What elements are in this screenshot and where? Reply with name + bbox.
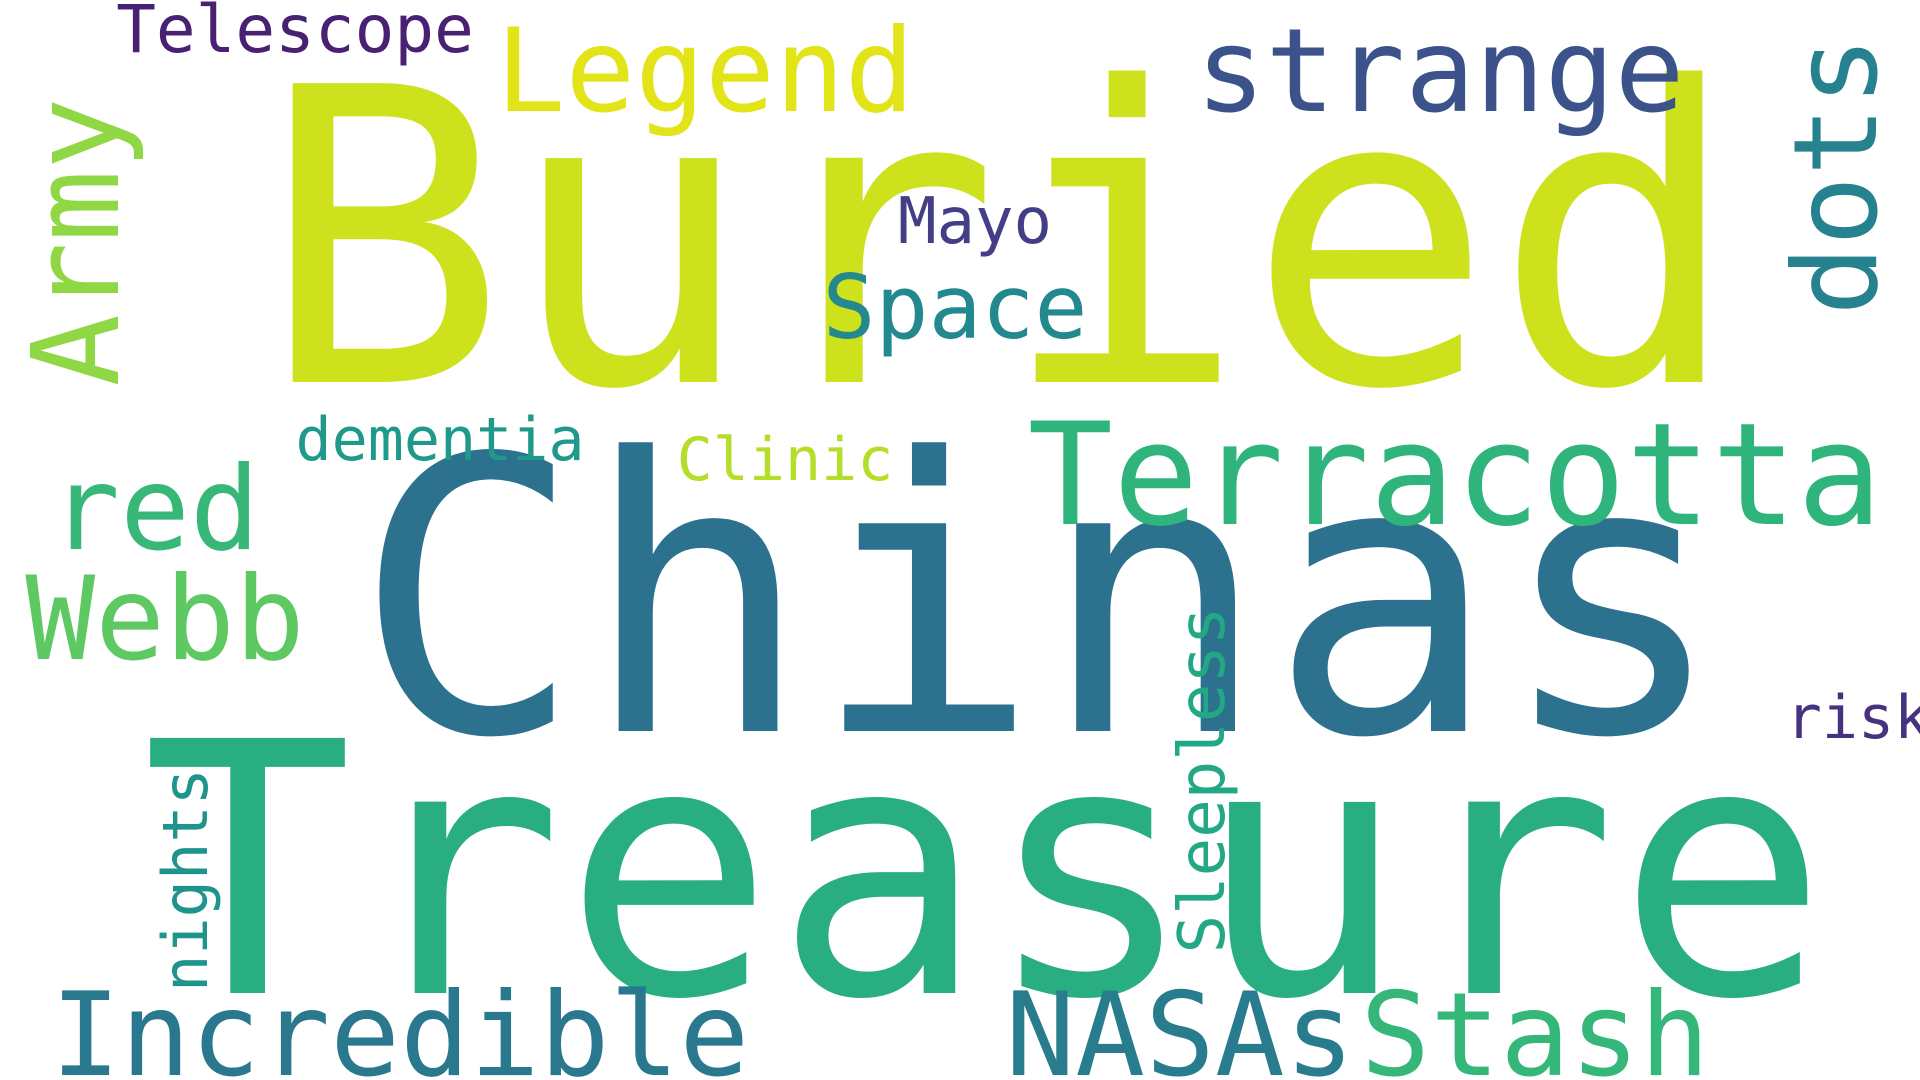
word-mayo: Mayo (897, 185, 1053, 259)
word-incredible: Incredible (50, 968, 750, 1080)
word-telescope: Telescope (116, 0, 474, 68)
word-terracotta: Terracotta (1027, 393, 1883, 558)
word-strange: strange (1195, 4, 1685, 139)
word-legend: Legend (495, 4, 915, 139)
word-sleepless: Sleepless (1166, 606, 1240, 954)
word-nights: nights (149, 768, 222, 992)
word-army: Army (8, 97, 147, 387)
word-space: Space (822, 256, 1088, 359)
word-stash: Stash (1360, 968, 1710, 1080)
word-treasure: Treasure (142, 668, 1828, 1076)
word-risk: risk (1785, 683, 1920, 753)
word-dots: dots (1769, 36, 1904, 316)
word-red: red (50, 442, 260, 577)
word-buried: Buried (259, 1, 1741, 479)
word-clinic: Clinic (676, 425, 894, 495)
word-webb: Webb (25, 552, 305, 687)
word-nasas: NASAs (1005, 968, 1355, 1080)
word-dementia: dementia (295, 405, 585, 475)
word-chinas: Chinas (353, 378, 1727, 821)
